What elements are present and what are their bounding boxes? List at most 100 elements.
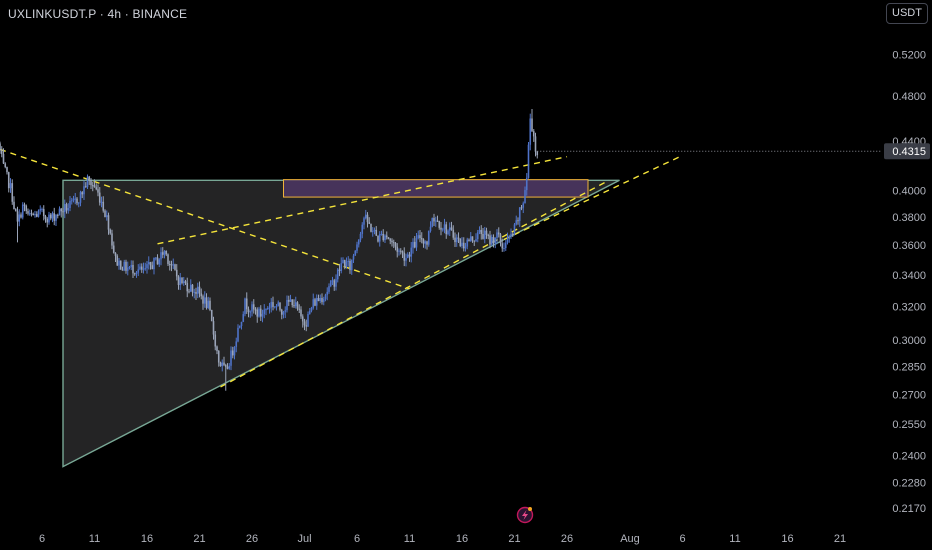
candle bbox=[312, 293, 315, 310]
candle bbox=[219, 361, 222, 367]
symbol-title[interactable]: UXLINKUSDT.P · 4h · BINANCE bbox=[8, 7, 188, 21]
candle bbox=[142, 262, 145, 274]
candle bbox=[217, 350, 220, 367]
candle-body bbox=[65, 204, 68, 211]
candle-body bbox=[6, 167, 8, 173]
candle-body bbox=[501, 243, 504, 249]
candle bbox=[410, 242, 413, 263]
candle bbox=[342, 257, 344, 264]
candle bbox=[280, 308, 283, 320]
candle bbox=[378, 231, 381, 247]
candle bbox=[345, 257, 348, 269]
candle-body bbox=[266, 308, 269, 310]
candle bbox=[399, 248, 402, 255]
candle-body bbox=[172, 264, 175, 266]
candle-body bbox=[203, 297, 206, 304]
candle-body bbox=[219, 362, 222, 367]
candle-body bbox=[382, 233, 385, 241]
candle-body bbox=[119, 260, 122, 270]
candle-body bbox=[280, 309, 283, 315]
candle bbox=[433, 213, 435, 226]
candle bbox=[287, 295, 290, 306]
candle bbox=[336, 268, 339, 283]
candle-body bbox=[510, 233, 512, 237]
candle bbox=[128, 265, 131, 270]
candle bbox=[112, 241, 115, 254]
candle bbox=[473, 240, 476, 246]
candle bbox=[186, 277, 189, 298]
candle-body bbox=[261, 313, 264, 317]
candle-body bbox=[329, 280, 332, 287]
candle bbox=[63, 199, 66, 219]
candle bbox=[84, 182, 87, 188]
candle-body bbox=[27, 211, 29, 214]
candle-body bbox=[28, 213, 31, 215]
candle bbox=[118, 257, 120, 270]
candle bbox=[240, 321, 243, 330]
candle bbox=[426, 240, 428, 250]
candle-body bbox=[412, 241, 414, 248]
candle-body bbox=[307, 313, 309, 327]
y-axis[interactable]: 0.52000.48000.44000.40000.38000.36000.34… bbox=[884, 49, 930, 515]
candle bbox=[70, 197, 73, 205]
candle bbox=[291, 299, 294, 308]
candle bbox=[517, 217, 519, 225]
candle bbox=[191, 284, 194, 297]
candle bbox=[139, 263, 141, 271]
candle-body bbox=[35, 214, 38, 217]
event-marker[interactable] bbox=[516, 506, 534, 524]
candle bbox=[483, 226, 486, 244]
candle bbox=[207, 296, 210, 310]
candle-body bbox=[282, 311, 285, 315]
candle-body bbox=[391, 240, 393, 243]
candle bbox=[443, 218, 446, 234]
candle bbox=[74, 192, 77, 205]
candle bbox=[83, 180, 85, 201]
candle-body bbox=[445, 224, 448, 235]
candle bbox=[326, 287, 329, 301]
candle bbox=[450, 221, 453, 231]
candle-body bbox=[466, 239, 469, 247]
candle-body bbox=[9, 183, 12, 189]
x-tick-label: 11 bbox=[89, 533, 100, 545]
candle-body bbox=[536, 151, 539, 156]
candle-body bbox=[441, 229, 444, 231]
candle-body bbox=[366, 214, 369, 223]
candle-body bbox=[343, 259, 346, 267]
candle-body bbox=[93, 185, 96, 188]
candle-body bbox=[476, 232, 479, 240]
currency-button[interactable]: USDT bbox=[886, 3, 928, 24]
candle bbox=[471, 236, 474, 243]
candle bbox=[496, 229, 498, 245]
candle bbox=[384, 234, 386, 244]
candle bbox=[277, 300, 280, 307]
candle bbox=[86, 174, 89, 189]
candle bbox=[167, 253, 169, 266]
candle bbox=[13, 196, 15, 210]
candle bbox=[475, 233, 477, 243]
candle-body bbox=[413, 241, 416, 248]
candle-body bbox=[154, 257, 157, 259]
candle-body bbox=[415, 238, 418, 248]
candle bbox=[105, 210, 108, 221]
candle-body bbox=[522, 203, 525, 208]
candle-body bbox=[21, 204, 24, 218]
candle-body bbox=[7, 172, 10, 189]
candle bbox=[308, 307, 311, 315]
candle bbox=[405, 253, 407, 267]
candle bbox=[123, 259, 126, 272]
x-axis[interactable]: 6 11 16 21 26 Jul 6 11 16 21 26 Aug 6 11 16 21 bbox=[39, 533, 846, 545]
candle bbox=[273, 306, 276, 309]
candle-body bbox=[496, 232, 498, 238]
candle bbox=[223, 356, 225, 367]
candle bbox=[140, 263, 143, 273]
candle bbox=[513, 223, 516, 236]
candle bbox=[371, 227, 374, 237]
candle bbox=[370, 223, 372, 233]
candle bbox=[354, 250, 357, 256]
candle bbox=[482, 228, 484, 240]
candle-body bbox=[447, 230, 449, 235]
candle bbox=[415, 233, 418, 252]
candle-body bbox=[95, 187, 98, 190]
